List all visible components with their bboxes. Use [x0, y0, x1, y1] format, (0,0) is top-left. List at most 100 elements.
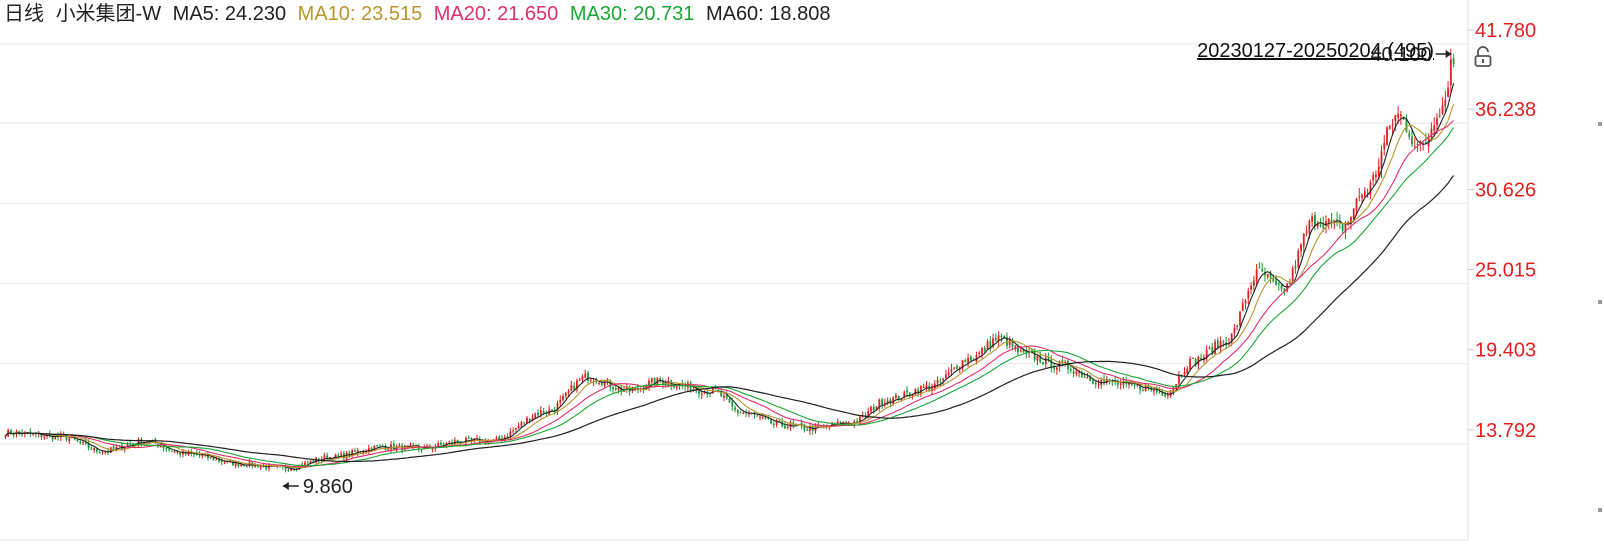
- candle-body: [564, 392, 567, 397]
- candle-body: [467, 437, 470, 439]
- candle-body: [1214, 341, 1216, 354]
- candle-body: [259, 466, 262, 469]
- candle-body: [675, 385, 678, 388]
- candle-body: [922, 386, 925, 388]
- candle-body: [714, 387, 717, 390]
- candle-body: [1166, 395, 1169, 397]
- candle-body: [1441, 105, 1444, 114]
- y-axis: 41.780 36.238 30.626 25.015 19.403 13.792: [0, 0, 1602, 541]
- candle-body: [1397, 114, 1400, 118]
- candle-body: [1083, 376, 1086, 378]
- candle-body: [612, 386, 614, 390]
- candle-body: [290, 468, 293, 471]
- lock-icon[interactable]: [1474, 46, 1492, 68]
- candle-body: [1108, 378, 1111, 380]
- candle-body: [1172, 387, 1175, 392]
- candle-body: [1022, 349, 1025, 353]
- candle-body: [576, 380, 578, 390]
- candle-body: [969, 356, 972, 361]
- date-range-label[interactable]: 20230127-20250204 (495): [1197, 40, 1434, 62]
- candle-body: [942, 378, 945, 381]
- candle-body: [1327, 218, 1330, 223]
- candle-body: [645, 386, 648, 389]
- moving-average-lines: [4, 83, 1455, 470]
- candle-body: [742, 412, 745, 414]
- candle-body: [1444, 99, 1447, 107]
- candle-body: [725, 395, 728, 399]
- candle-body: [284, 466, 287, 470]
- candle-body: [240, 464, 243, 467]
- candle-body: [875, 406, 878, 410]
- candle-body: [1044, 357, 1047, 365]
- candle-body: [700, 394, 703, 396]
- candle-body: [648, 380, 650, 389]
- candle-body: [301, 463, 304, 466]
- candle-body: [1011, 339, 1014, 347]
- candle-body: [1255, 269, 1258, 282]
- candle-body: [1036, 355, 1039, 361]
- candle-body: [903, 391, 906, 398]
- candle-body: [1097, 384, 1100, 386]
- candle-body: [925, 384, 928, 389]
- candle-body: [947, 372, 950, 375]
- candle-body: [309, 460, 312, 463]
- candle-body: [653, 378, 656, 385]
- candle-body: [254, 464, 256, 467]
- ma30-line: [4, 127, 1455, 467]
- candle-body: [1344, 224, 1347, 232]
- candle-body: [453, 440, 456, 444]
- candle-body: [1424, 142, 1427, 144]
- candle-body: [656, 377, 659, 385]
- candle-body: [1094, 382, 1097, 385]
- candle-body: [623, 390, 625, 392]
- candles: [4, 48, 1455, 473]
- candle-body: [1394, 115, 1397, 122]
- candle-body: [76, 439, 79, 441]
- y-tick-label: 19.403: [1475, 340, 1536, 362]
- low-price-label: 9.860: [303, 476, 353, 498]
- candle-body: [340, 453, 342, 455]
- candle-body: [542, 411, 545, 413]
- candle-body: [445, 442, 448, 446]
- candle-body: [1039, 356, 1042, 363]
- candle-body: [1241, 303, 1244, 311]
- candle-body: [1269, 272, 1272, 278]
- candle-body: [379, 444, 381, 446]
- y-tick-label: 36.238: [1475, 99, 1536, 121]
- candle-body: [440, 442, 442, 445]
- period-label[interactable]: 日线: [4, 3, 44, 25]
- candle-body: [306, 462, 309, 464]
- candle-body: [392, 443, 395, 450]
- candle-body: [426, 445, 428, 447]
- candle-body: [1369, 182, 1372, 195]
- candle-body: [698, 391, 700, 394]
- candle-body: [967, 357, 969, 363]
- candle-body: [1092, 380, 1094, 384]
- candle-body: [1297, 250, 1300, 267]
- candle-body: [1236, 326, 1239, 328]
- candle-body: [170, 450, 173, 452]
- candle-body: [639, 388, 642, 390]
- candle-body: [662, 380, 664, 385]
- candle-body: [756, 415, 759, 417]
- candle-body: [1313, 214, 1316, 227]
- candle-body: [1247, 290, 1250, 299]
- candle-body: [351, 450, 354, 456]
- candle-body: [304, 462, 306, 466]
- ma5-label: MA5: 24.230: [172, 3, 287, 25]
- candle-body: [465, 437, 467, 443]
- high-price-label: 40.100: [1370, 44, 1431, 66]
- candle-body: [731, 402, 734, 407]
- y-tick-label: 13.792: [1475, 420, 1536, 442]
- candle-body: [1311, 216, 1314, 222]
- candle-body: [723, 395, 725, 398]
- candle-body: [1055, 367, 1058, 370]
- chart-header: 日线 小米集团-W MA5: 24.230 MA10: 23.515 MA20:…: [4, 1, 836, 27]
- candle-body: [584, 373, 587, 378]
- edge-marker: [1598, 300, 1602, 304]
- candle-body: [509, 431, 512, 437]
- candle-body: [809, 426, 811, 431]
- ma5-line: [4, 83, 1455, 470]
- candle-body: [587, 372, 589, 381]
